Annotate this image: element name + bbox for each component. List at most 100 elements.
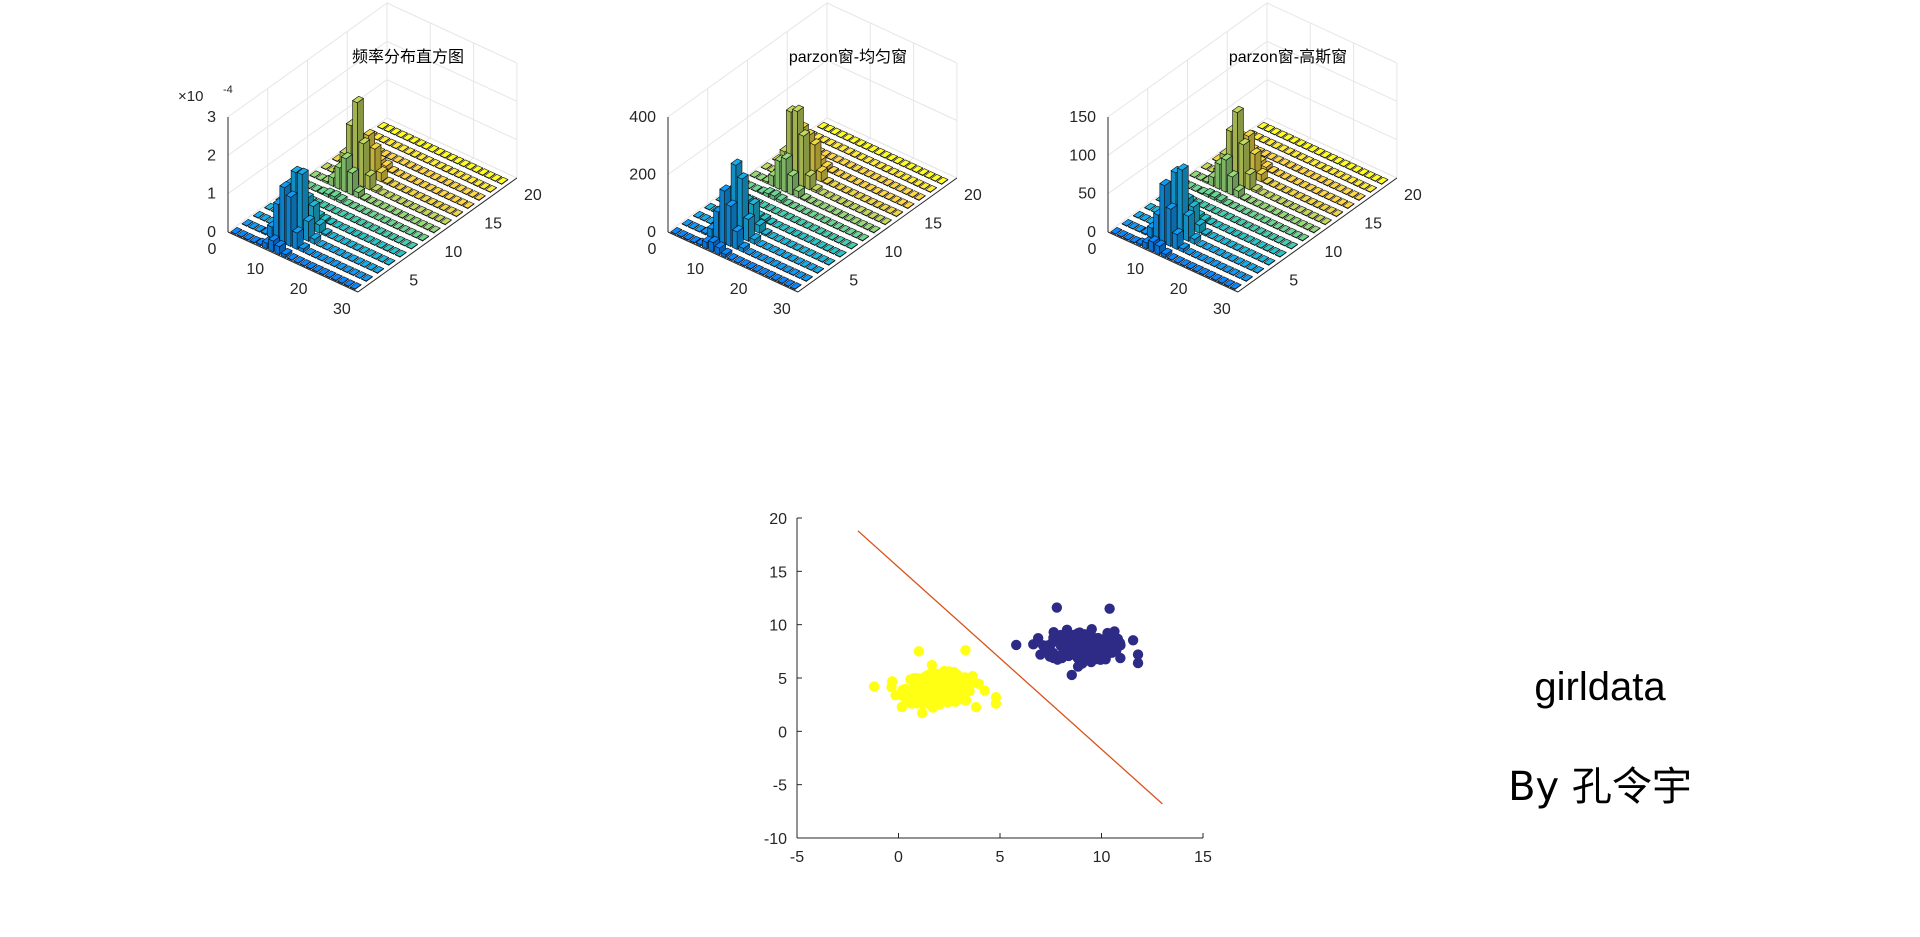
bar xyxy=(867,145,880,154)
bar xyxy=(1239,193,1252,202)
bar xyxy=(1247,210,1260,219)
bar xyxy=(704,202,717,211)
bar xyxy=(1235,218,1248,227)
axes xyxy=(227,117,518,293)
data-point xyxy=(1072,628,1084,639)
bar xyxy=(1211,220,1225,229)
bar xyxy=(1283,147,1296,156)
y-tick-label: 10 xyxy=(885,244,903,261)
z-tick-label: 50 xyxy=(1078,186,1096,203)
bar xyxy=(854,205,867,214)
data-point xyxy=(979,685,990,696)
data-point xyxy=(927,702,938,713)
bar xyxy=(387,232,400,241)
bar xyxy=(1267,232,1280,241)
bar xyxy=(775,193,788,204)
bar xyxy=(1328,181,1341,190)
bar xyxy=(1233,184,1246,199)
bar xyxy=(472,179,485,188)
bar xyxy=(1263,124,1276,133)
bar xyxy=(1270,141,1283,150)
bar xyxy=(1201,242,1214,251)
bar xyxy=(857,167,870,175)
bar xyxy=(1297,167,1310,175)
bars xyxy=(670,104,949,291)
bar xyxy=(1183,209,1196,243)
bar xyxy=(1228,201,1241,210)
bar xyxy=(1275,130,1288,139)
bar xyxy=(385,152,398,161)
bar xyxy=(1278,158,1291,167)
bar xyxy=(760,227,773,237)
bar xyxy=(394,183,407,192)
bar xyxy=(769,259,782,268)
z-tick-label: 100 xyxy=(1069,147,1096,164)
bar xyxy=(882,178,895,187)
bar xyxy=(764,270,777,279)
bar xyxy=(681,218,694,227)
bar xyxy=(825,219,838,228)
bar xyxy=(832,155,845,164)
data-point xyxy=(1091,636,1102,648)
bar xyxy=(390,208,403,217)
bar xyxy=(398,224,411,233)
bar xyxy=(1319,150,1332,159)
bar xyxy=(837,210,850,219)
bar xyxy=(427,211,440,220)
bar xyxy=(1274,249,1287,258)
bar xyxy=(911,165,924,174)
bar xyxy=(745,261,758,270)
data-point xyxy=(973,678,984,690)
bar xyxy=(1277,144,1290,153)
bar xyxy=(372,199,385,208)
data-point xyxy=(1072,661,1084,672)
bar xyxy=(845,175,859,184)
bar xyxy=(299,258,312,267)
bar xyxy=(353,257,366,266)
bar xyxy=(1295,153,1309,162)
bar xyxy=(477,168,490,177)
y-tick-label: 15 xyxy=(924,216,942,233)
bar xyxy=(754,218,767,234)
data-point xyxy=(940,695,952,707)
data-point xyxy=(1104,603,1115,614)
bar xyxy=(1217,276,1230,285)
bar xyxy=(342,265,355,274)
bar xyxy=(800,274,813,283)
bar xyxy=(1198,267,1211,276)
bar xyxy=(375,241,388,250)
bar xyxy=(884,206,897,215)
bar xyxy=(377,254,390,263)
bar xyxy=(1314,161,1327,170)
bar xyxy=(399,238,412,247)
bar xyxy=(904,162,917,171)
bar xyxy=(407,189,420,197)
bar xyxy=(1300,142,1314,151)
axes xyxy=(796,517,1204,839)
bar xyxy=(848,136,861,145)
data-point xyxy=(1035,649,1046,660)
bar xyxy=(397,210,410,219)
bar xyxy=(360,207,373,216)
bar xyxy=(1351,165,1364,174)
series-1 xyxy=(868,645,1002,719)
bar xyxy=(814,227,827,236)
bar xyxy=(259,213,272,222)
bar xyxy=(390,141,403,150)
bar xyxy=(412,178,425,186)
bar xyxy=(1279,172,1292,181)
bar xyxy=(1316,175,1329,184)
z-tick-label: 3 xyxy=(207,109,216,126)
data-point xyxy=(1056,651,1067,662)
bar xyxy=(1307,211,1320,220)
bar xyxy=(335,193,348,204)
bar xyxy=(1216,209,1230,218)
bar xyxy=(1166,252,1179,262)
bar xyxy=(776,209,790,218)
y-axis xyxy=(797,177,958,293)
bar xyxy=(1255,167,1268,183)
bar xyxy=(1200,162,1213,171)
bar xyxy=(374,227,387,236)
bar xyxy=(1264,205,1277,214)
